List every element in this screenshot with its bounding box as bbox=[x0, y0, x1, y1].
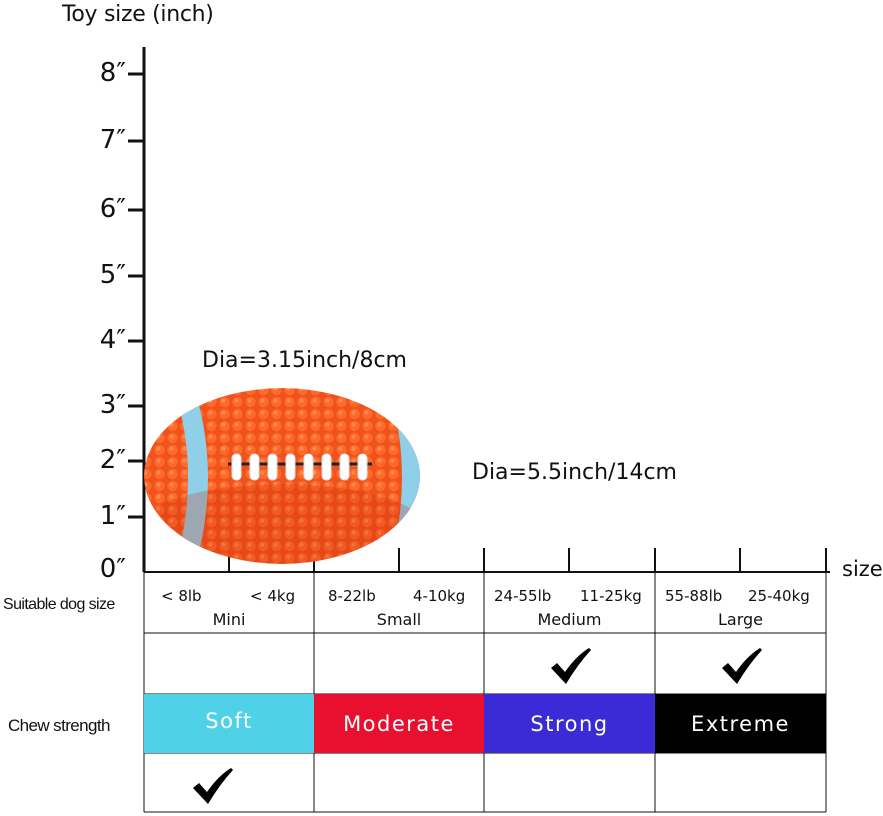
dog-size-cell-mini: < 8lb < 4kg Mini bbox=[144, 572, 314, 632]
dog-size-cell-large: 55-88lb 25-40kg Large bbox=[655, 572, 826, 632]
chew-level-label: Strong bbox=[530, 711, 609, 736]
y-tick-label: 0″ bbox=[99, 554, 126, 584]
chew-level-label: Moderate bbox=[343, 711, 455, 736]
dog-size-cell-medium: 24-55lb 11-25kg Medium bbox=[484, 572, 655, 632]
weight-kg: 11-25kg bbox=[580, 587, 642, 605]
chew-level-moderate: Moderate bbox=[314, 694, 484, 753]
weight-kg: < 4kg bbox=[250, 587, 296, 605]
weight-kg: 25-40kg bbox=[748, 587, 810, 605]
y-tick-label: 3″ bbox=[99, 390, 126, 420]
chew-level-label: Extreme bbox=[691, 711, 790, 736]
weight-kg: 4-10kg bbox=[413, 587, 466, 605]
dog-size-name: Small bbox=[376, 610, 422, 629]
x-axis-label: size bbox=[842, 557, 883, 581]
diameter-short-label: Dia=3.15inch/8cm bbox=[202, 348, 407, 373]
y-axis-ticks bbox=[128, 72, 144, 519]
dog-size-name: Mini bbox=[212, 610, 246, 629]
weight-lb: 8-22lb bbox=[328, 587, 376, 605]
y-tick-label: 7″ bbox=[99, 125, 126, 155]
y-tick-label: 8″ bbox=[99, 58, 126, 88]
y-tick-label: 2″ bbox=[99, 445, 126, 475]
checkmark-icon bbox=[551, 648, 591, 684]
chew-level-soft: Soft bbox=[144, 694, 314, 753]
chew-strength-heading: Chew strength bbox=[8, 716, 110, 735]
checkmark-icon bbox=[722, 648, 762, 684]
chew-level-label: Soft bbox=[205, 708, 253, 733]
dog-size-name: Medium bbox=[537, 610, 602, 629]
dog-size-name: Large bbox=[717, 610, 763, 629]
y-tick-label: 6″ bbox=[99, 194, 126, 224]
weight-lb: 55-88lb bbox=[665, 587, 723, 605]
y-tick-label: 4″ bbox=[99, 325, 126, 355]
dog-size-heading: Suitable dog size bbox=[3, 596, 115, 613]
diameter-long-label: Dia=5.5inch/14cm bbox=[472, 460, 677, 485]
chew-level-extreme: Extreme bbox=[655, 694, 826, 753]
orange-football-icon bbox=[144, 388, 420, 564]
chew-level-strong: Strong bbox=[484, 694, 655, 753]
y-tick-label: 1″ bbox=[99, 501, 126, 531]
weight-lb: < 8lb bbox=[161, 587, 202, 605]
dog-size-cell-small: 8-22lb 4-10kg Small bbox=[314, 572, 484, 632]
axis-title: Toy size (inch) bbox=[62, 2, 214, 27]
checkmark-icon bbox=[193, 768, 233, 804]
weight-lb: 24-55lb bbox=[494, 587, 552, 605]
y-tick-label: 5″ bbox=[99, 260, 126, 290]
